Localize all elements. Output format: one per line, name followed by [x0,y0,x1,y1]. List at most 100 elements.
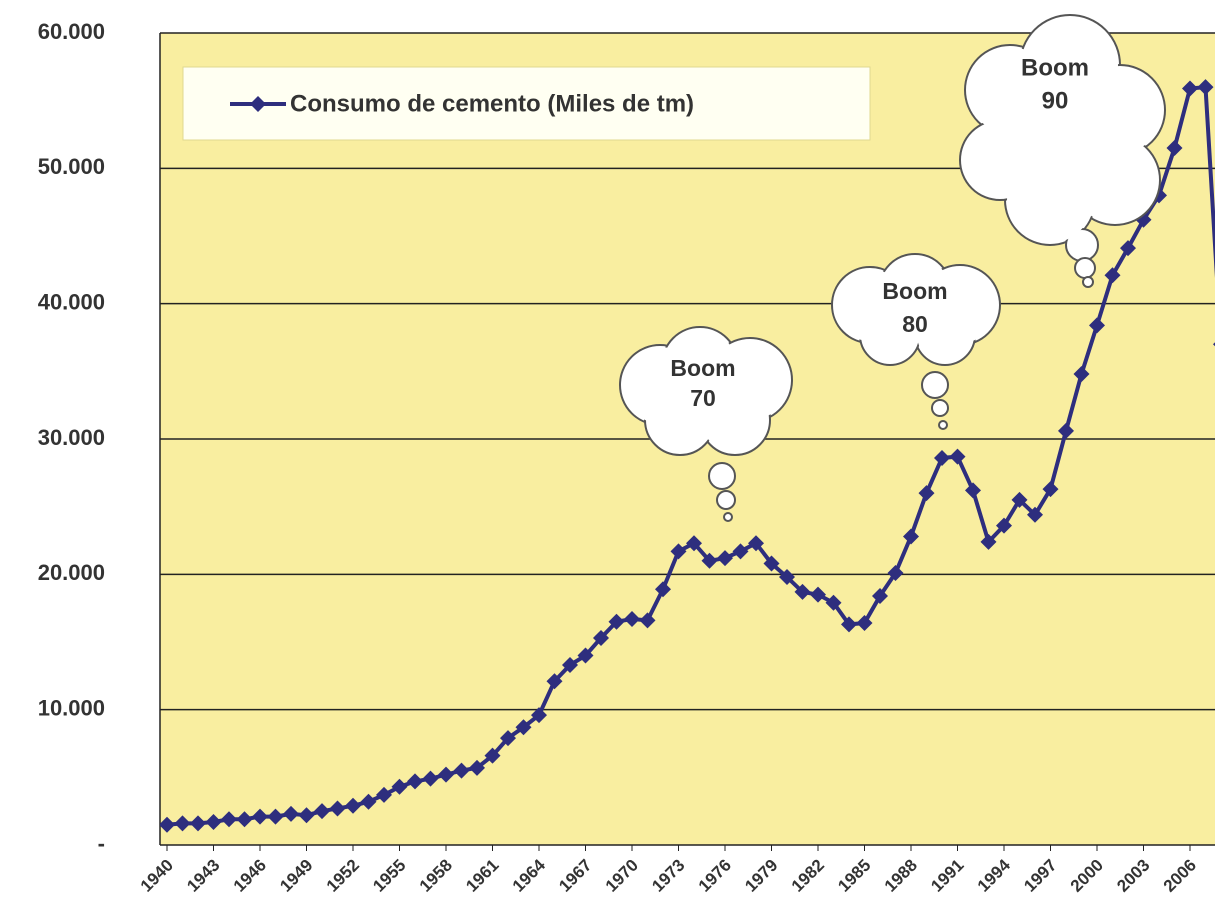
x-tick-label: 1991 [927,856,967,896]
x-tick-label: 1988 [881,856,921,896]
y-tick-label: - [98,831,105,856]
y-tick-label: 10.000 [38,695,105,720]
x-tick-label: 1940 [137,856,177,896]
data-point [174,815,191,832]
x-tick-label: 1994 [974,855,1015,896]
data-point [825,594,842,611]
data-point [887,564,904,581]
annotation: 90 [1042,87,1069,114]
x-tick-label: 1970 [602,856,642,896]
annotation: 70 [690,385,716,411]
data-point [515,719,532,736]
data-point [531,707,547,724]
data-point [1042,481,1059,498]
data-point [484,747,501,764]
data-point [546,673,563,690]
data-point [903,528,919,545]
x-tick-label: 1982 [788,856,828,896]
x-tick-label: 1964 [509,855,550,896]
data-point [314,803,330,820]
x-tick-label: 1979 [741,856,781,896]
data-point [639,612,656,629]
data-point [872,587,888,604]
data-point [1073,366,1090,383]
data-point [345,797,361,814]
cloud-fill [622,329,790,453]
annotation: 80 [902,311,928,337]
data-point [1058,422,1074,439]
legend-marker [250,96,266,112]
data-point [918,485,935,502]
cloud-fill [834,256,998,363]
data-point [779,569,795,586]
x-tick-label: 1943 [183,856,223,896]
data-point [453,762,470,779]
data-point [608,613,625,630]
data-point [748,535,764,552]
x-tick-label: 1946 [230,856,270,896]
x-tick-label: 1973 [648,856,688,896]
data-point [360,793,377,810]
data-point [252,808,268,825]
x-tick-label: 1952 [323,856,363,896]
x-tick-label: 1985 [834,856,874,896]
data-point [965,482,981,499]
data-point [980,533,997,550]
data-point [670,543,687,560]
data-point [655,581,671,598]
data-point [438,766,454,783]
data-point [221,811,237,828]
data-point [717,550,733,567]
data-point [236,811,253,828]
data-point [1104,267,1121,284]
data-point [732,543,749,560]
data-point [763,555,780,572]
data-point [500,730,516,747]
data-point [205,813,222,830]
x-tick-label: 1961 [462,856,502,896]
annotation: Boom [1021,54,1089,81]
data-point [469,759,485,776]
data-point [624,610,640,627]
data-point [391,778,408,795]
x-tick-label: 1955 [369,856,409,896]
data-point [810,586,826,603]
data-point [934,449,950,466]
data-point [1182,80,1198,97]
data-point [267,808,284,825]
cloud-fill [962,17,1163,243]
data-point [298,807,315,824]
y-tick-label: 50.000 [38,154,105,179]
x-tick-label: 1949 [276,856,316,896]
data-point [686,535,702,552]
data-point [329,800,346,817]
data-point [856,615,873,632]
data-point [794,583,811,600]
data-point [1166,140,1183,157]
data-point [1120,240,1136,257]
data-point [949,448,966,465]
x-tick-label: 1976 [695,856,735,896]
data-point [1027,506,1043,523]
x-tick-label: 2006 [1160,856,1200,896]
annotation: Boom [670,355,735,381]
data-point [407,773,423,790]
annotation: Boom [882,278,947,304]
data-point [1011,491,1028,508]
data-point [283,805,299,822]
data-point [160,816,175,833]
data-point [701,552,718,569]
x-tick-label: 2003 [1113,856,1153,896]
y-tick-label: 40.000 [38,289,105,314]
y-tick-label: 30.000 [38,425,105,450]
data-point [841,616,857,633]
x-tick-label: 1967 [555,856,595,896]
data-point [577,647,594,664]
legend-label: Consumo de cemento (Miles de tm) [290,90,694,117]
data-point [1197,79,1214,96]
data-point [996,517,1012,534]
y-tick-label: 20.000 [38,560,105,585]
x-tick-label: 1958 [416,856,456,896]
legend-box [182,66,871,141]
